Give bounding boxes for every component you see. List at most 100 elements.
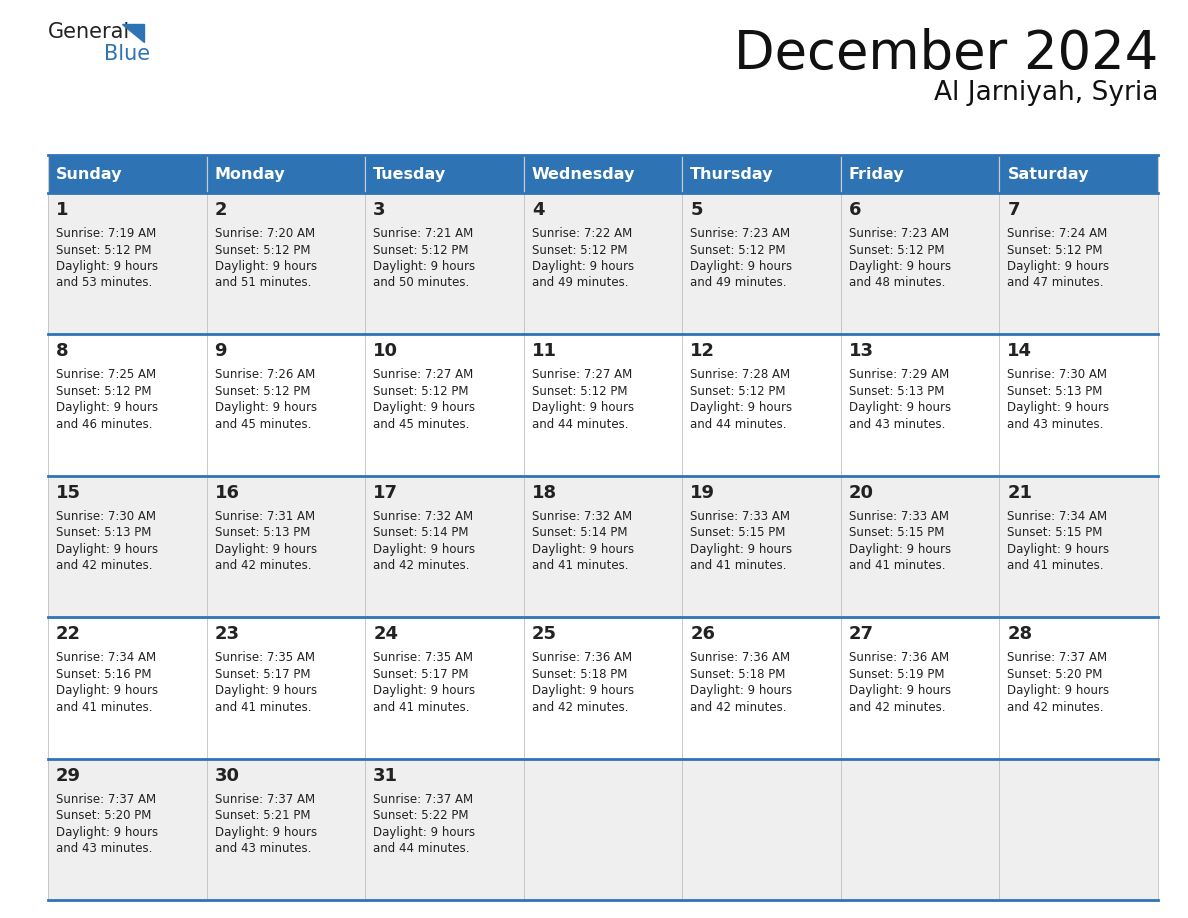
Text: Sunset: 5:22 PM: Sunset: 5:22 PM <box>373 809 468 823</box>
Text: Sunset: 5:12 PM: Sunset: 5:12 PM <box>849 243 944 256</box>
Bar <box>524 476 682 617</box>
Text: Sunset: 5:12 PM: Sunset: 5:12 PM <box>56 243 152 256</box>
Bar <box>207 758 365 900</box>
Text: Daylight: 9 hours: Daylight: 9 hours <box>690 684 792 697</box>
Text: Sunrise: 7:20 AM: Sunrise: 7:20 AM <box>215 227 315 240</box>
Text: 23: 23 <box>215 625 240 644</box>
Text: 20: 20 <box>849 484 874 502</box>
Text: 10: 10 <box>373 342 398 361</box>
Bar <box>524 155 682 193</box>
Text: Daylight: 9 hours: Daylight: 9 hours <box>849 401 950 414</box>
Text: 3: 3 <box>373 201 386 219</box>
Bar <box>207 476 365 617</box>
Text: Sunrise: 7:35 AM: Sunrise: 7:35 AM <box>373 651 473 665</box>
Text: and 42 minutes.: and 42 minutes. <box>373 559 469 572</box>
Text: 30: 30 <box>215 767 240 785</box>
Text: and 49 minutes.: and 49 minutes. <box>532 276 628 289</box>
Text: 6: 6 <box>849 201 861 219</box>
Bar <box>365 193 524 334</box>
Text: Sunset: 5:20 PM: Sunset: 5:20 PM <box>1007 667 1102 681</box>
Text: Daylight: 9 hours: Daylight: 9 hours <box>849 543 950 555</box>
Text: Sunrise: 7:23 AM: Sunrise: 7:23 AM <box>690 227 790 240</box>
Text: 13: 13 <box>849 342 874 361</box>
Text: Daylight: 9 hours: Daylight: 9 hours <box>215 543 317 555</box>
Bar <box>841 476 999 617</box>
Text: 15: 15 <box>56 484 81 502</box>
Bar <box>48 193 207 334</box>
Text: 25: 25 <box>532 625 557 644</box>
Text: Sunset: 5:12 PM: Sunset: 5:12 PM <box>690 243 785 256</box>
Text: 19: 19 <box>690 484 715 502</box>
Text: and 44 minutes.: and 44 minutes. <box>690 418 786 431</box>
Bar <box>841 758 999 900</box>
Bar <box>365 155 524 193</box>
Text: Sunrise: 7:21 AM: Sunrise: 7:21 AM <box>373 227 473 240</box>
Text: Daylight: 9 hours: Daylight: 9 hours <box>532 401 634 414</box>
Text: Sunset: 5:17 PM: Sunset: 5:17 PM <box>215 667 310 681</box>
Bar <box>48 758 207 900</box>
Text: Sunset: 5:12 PM: Sunset: 5:12 PM <box>532 243 627 256</box>
Text: 22: 22 <box>56 625 81 644</box>
Bar <box>682 193 841 334</box>
Text: Sunrise: 7:27 AM: Sunrise: 7:27 AM <box>532 368 632 381</box>
Text: and 42 minutes.: and 42 minutes. <box>215 559 311 572</box>
Text: Sunset: 5:12 PM: Sunset: 5:12 PM <box>373 243 468 256</box>
Text: Daylight: 9 hours: Daylight: 9 hours <box>373 684 475 697</box>
Text: and 47 minutes.: and 47 minutes. <box>1007 276 1104 289</box>
Text: Sunset: 5:12 PM: Sunset: 5:12 PM <box>215 385 310 397</box>
Text: 1: 1 <box>56 201 69 219</box>
Bar <box>207 155 365 193</box>
Text: Daylight: 9 hours: Daylight: 9 hours <box>215 684 317 697</box>
Text: 14: 14 <box>1007 342 1032 361</box>
Polygon shape <box>122 24 144 42</box>
Text: and 41 minutes.: and 41 minutes. <box>56 700 152 713</box>
Text: Sunset: 5:13 PM: Sunset: 5:13 PM <box>849 385 944 397</box>
Bar <box>365 334 524 476</box>
Text: Sunset: 5:12 PM: Sunset: 5:12 PM <box>215 243 310 256</box>
Text: Sunrise: 7:25 AM: Sunrise: 7:25 AM <box>56 368 156 381</box>
Text: Tuesday: Tuesday <box>373 166 447 182</box>
Text: Sunday: Sunday <box>56 166 122 182</box>
Text: 24: 24 <box>373 625 398 644</box>
Text: Sunset: 5:16 PM: Sunset: 5:16 PM <box>56 667 152 681</box>
Text: 2: 2 <box>215 201 227 219</box>
Text: Sunset: 5:12 PM: Sunset: 5:12 PM <box>1007 243 1102 256</box>
Bar <box>999 758 1158 900</box>
Text: Sunrise: 7:33 AM: Sunrise: 7:33 AM <box>690 509 790 522</box>
Text: Sunrise: 7:28 AM: Sunrise: 7:28 AM <box>690 368 790 381</box>
Text: Sunset: 5:15 PM: Sunset: 5:15 PM <box>849 526 944 539</box>
Text: Daylight: 9 hours: Daylight: 9 hours <box>690 401 792 414</box>
Text: Sunrise: 7:19 AM: Sunrise: 7:19 AM <box>56 227 157 240</box>
Text: 29: 29 <box>56 767 81 785</box>
Text: Daylight: 9 hours: Daylight: 9 hours <box>373 260 475 273</box>
Text: 7: 7 <box>1007 201 1020 219</box>
Text: Sunrise: 7:37 AM: Sunrise: 7:37 AM <box>215 792 315 806</box>
Text: Daylight: 9 hours: Daylight: 9 hours <box>56 543 158 555</box>
Text: Sunrise: 7:37 AM: Sunrise: 7:37 AM <box>1007 651 1107 665</box>
Text: 8: 8 <box>56 342 69 361</box>
Text: and 45 minutes.: and 45 minutes. <box>215 418 311 431</box>
Text: Daylight: 9 hours: Daylight: 9 hours <box>532 684 634 697</box>
Text: and 46 minutes.: and 46 minutes. <box>56 418 152 431</box>
Text: Sunset: 5:13 PM: Sunset: 5:13 PM <box>1007 385 1102 397</box>
Text: Daylight: 9 hours: Daylight: 9 hours <box>690 543 792 555</box>
Text: Daylight: 9 hours: Daylight: 9 hours <box>1007 401 1110 414</box>
Text: Daylight: 9 hours: Daylight: 9 hours <box>532 260 634 273</box>
Bar <box>682 476 841 617</box>
Text: and 45 minutes.: and 45 minutes. <box>373 418 469 431</box>
Bar <box>48 617 207 758</box>
Text: and 42 minutes.: and 42 minutes. <box>532 700 628 713</box>
Text: Daylight: 9 hours: Daylight: 9 hours <box>56 825 158 839</box>
Text: Daylight: 9 hours: Daylight: 9 hours <box>690 260 792 273</box>
Text: Sunrise: 7:35 AM: Sunrise: 7:35 AM <box>215 651 315 665</box>
Bar <box>48 476 207 617</box>
Bar <box>524 334 682 476</box>
Text: Daylight: 9 hours: Daylight: 9 hours <box>215 825 317 839</box>
Text: Sunrise: 7:37 AM: Sunrise: 7:37 AM <box>373 792 473 806</box>
Text: Sunset: 5:15 PM: Sunset: 5:15 PM <box>1007 526 1102 539</box>
Text: Sunset: 5:18 PM: Sunset: 5:18 PM <box>532 667 627 681</box>
Text: and 50 minutes.: and 50 minutes. <box>373 276 469 289</box>
Text: and 41 minutes.: and 41 minutes. <box>215 700 311 713</box>
Text: Sunset: 5:12 PM: Sunset: 5:12 PM <box>532 385 627 397</box>
Text: 17: 17 <box>373 484 398 502</box>
